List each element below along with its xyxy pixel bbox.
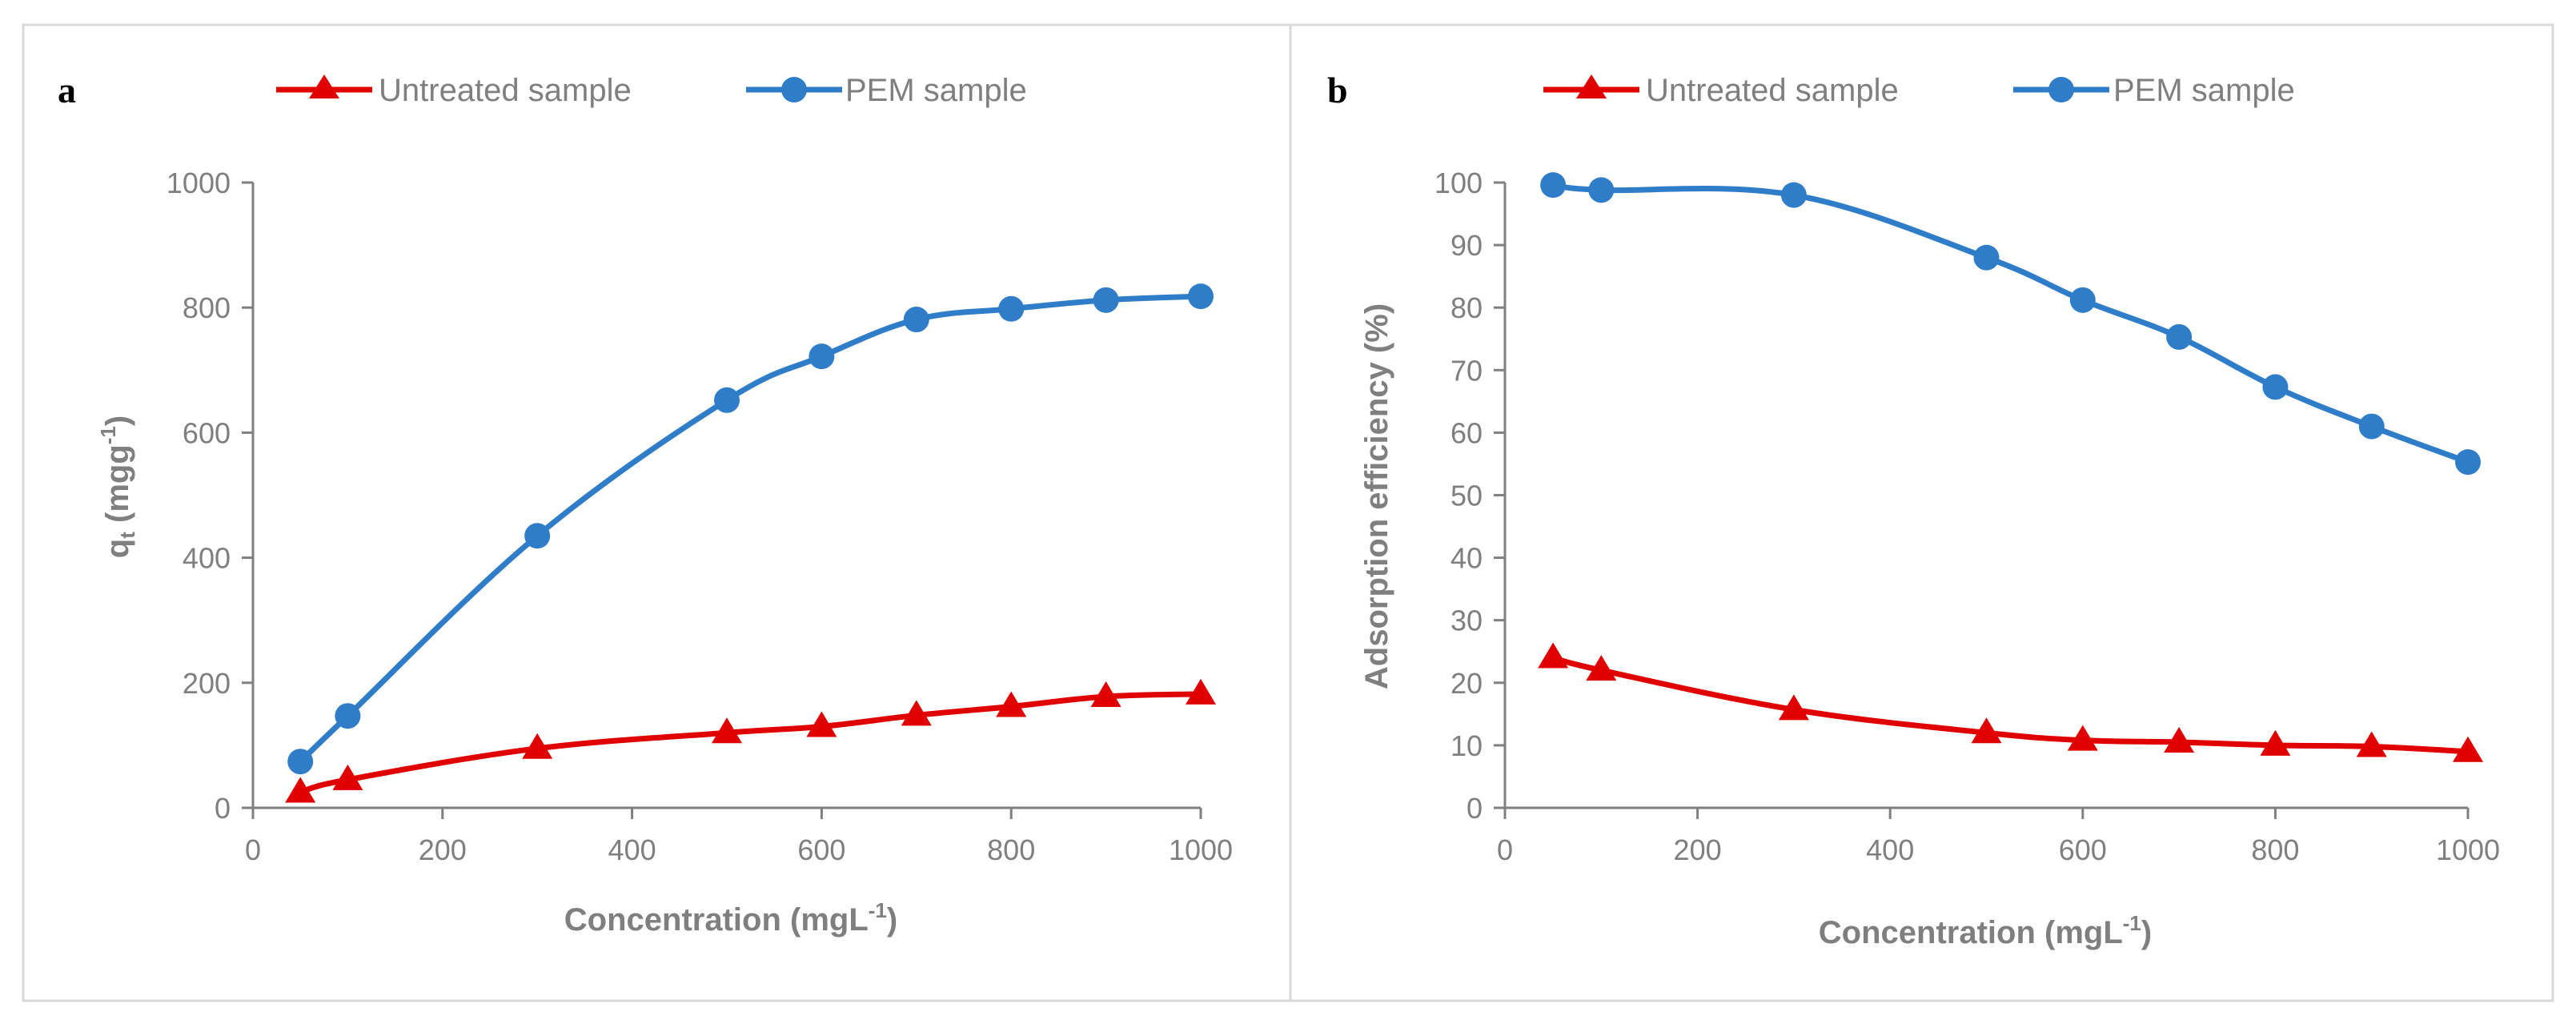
x-tick-label: 1000 <box>2436 833 2500 866</box>
data-point-pem-a <box>1188 283 1214 310</box>
data-point-untreated-a <box>996 691 1027 717</box>
data-point-pem-a <box>714 387 740 413</box>
data-point-pem-b <box>1540 172 1567 199</box>
series-line-untreated-a <box>299 691 1202 795</box>
y-tick-label: 200 <box>183 667 231 700</box>
x-tick-labels-b: 0 200 400 600 800 1000 <box>1497 808 2500 866</box>
legend-untreated-marker-b <box>1576 74 1607 98</box>
data-point-untreated-b <box>2453 736 2483 762</box>
x-tick-label: 800 <box>2251 833 2299 866</box>
data-point-untreated-a <box>522 733 553 759</box>
data-point-pem-a <box>903 307 929 333</box>
legend-pem-marker-a <box>781 77 807 102</box>
y-tick-label: 30 <box>1451 604 1483 637</box>
y-tick-label: 60 <box>1451 416 1483 449</box>
axes-a <box>251 183 1201 809</box>
data-point-pem-b <box>1588 177 1615 203</box>
data-point-untreated-a <box>285 777 316 803</box>
y-tick-label: 1000 <box>167 167 231 199</box>
y-tick-label: 40 <box>1451 542 1483 575</box>
legend-pem-label-b: PEM sample <box>2113 73 2295 108</box>
chart-panel-a: a Untreated sample PEM sample 0 200 400 600… <box>58 70 1233 938</box>
data-point-pem-a <box>998 295 1025 322</box>
series-group-a <box>285 283 1216 803</box>
data-point-untreated-b <box>1778 694 1809 721</box>
y-tick-label: 20 <box>1451 667 1483 700</box>
y-tick-label: 400 <box>183 542 231 575</box>
data-point-untreated-a <box>712 717 742 744</box>
data-point-pem-b <box>1780 182 1807 208</box>
x-tick-label: 200 <box>1674 833 1722 866</box>
panel-a-frame <box>22 23 1292 1002</box>
data-point-untreated-a <box>332 764 363 790</box>
data-point-untreated-a <box>1090 681 1121 707</box>
data-point-pem-b <box>2069 287 2096 313</box>
y-tick-label: 100 <box>1434 167 1483 199</box>
data-point-pem-b <box>2358 413 2385 440</box>
y-axis-title-a: qt (mgg-1) <box>96 416 139 558</box>
data-point-pem-b <box>2262 374 2289 400</box>
data-point-untreated-b <box>2260 729 2291 756</box>
data-point-untreated-a <box>806 711 837 737</box>
x-tick-label: 200 <box>419 833 467 866</box>
x-tick-label: 600 <box>2059 833 2107 866</box>
y-axis-title-b: Adsorption efficiency (%) <box>1359 303 1394 689</box>
y-tick-label: 90 <box>1451 229 1483 262</box>
data-point-untreated-b <box>1971 717 2002 744</box>
y-tick-label: 800 <box>183 291 231 324</box>
x-axis-title-a: Concentration (mgL-1) <box>564 898 897 938</box>
y-tick-labels-a: 0 200 400 600 800 1000 <box>167 167 253 825</box>
y-tick-label: 600 <box>183 416 231 449</box>
series-line-pem-b <box>1552 182 2470 465</box>
x-tick-label: 0 <box>1497 833 1513 866</box>
series-line-pem-a <box>298 293 1202 764</box>
data-point-pem-a <box>524 523 551 549</box>
legend-untreated-label-b: Untreated sample <box>1646 73 1899 108</box>
panel-label-b: b <box>1327 70 1348 110</box>
x-tick-label: 800 <box>987 833 1035 866</box>
data-point-untreated-b <box>1586 655 1617 681</box>
y-tick-labels-b: 0 10 20 30 40 50 60 70 80 90 100 <box>1434 167 1505 825</box>
series-line-untreated-b <box>1552 655 2469 755</box>
data-point-untreated-b <box>2067 725 2098 751</box>
y-tick-label: 70 <box>1451 354 1483 387</box>
legend-b: Untreated sample PEM sample <box>1543 73 2295 108</box>
data-point-pem-a <box>287 749 314 775</box>
data-point-pem-a <box>335 703 361 729</box>
x-tick-label: 400 <box>608 833 656 866</box>
x-axis-title-b: Concentration (mgL-1) <box>1819 911 2152 950</box>
y-tick-label: 0 <box>1467 792 1483 825</box>
series-group-b <box>1538 172 2483 762</box>
legend-pem-marker-b <box>2048 77 2074 102</box>
data-point-pem-b <box>2455 449 2481 476</box>
x-tick-label: 1000 <box>1169 833 1233 866</box>
y-tick-label: 50 <box>1451 480 1483 512</box>
data-point-pem-a <box>1093 287 1119 313</box>
legend-untreated-label-a: Untreated sample <box>379 73 632 108</box>
panel-b-frame <box>1289 23 2554 1002</box>
data-point-untreated-b <box>1538 642 1569 669</box>
x-tick-label: 400 <box>1866 833 1914 866</box>
data-point-pem-b <box>2166 323 2193 350</box>
data-point-untreated-a <box>1186 678 1216 705</box>
x-tick-label: 600 <box>797 833 845 866</box>
y-tick-label: 0 <box>215 792 231 825</box>
x-tick-label: 0 <box>245 833 261 866</box>
x-tick-labels-a: 0 200 400 600 800 1000 <box>245 808 1233 866</box>
y-tick-label: 80 <box>1451 291 1483 324</box>
data-point-untreated-b <box>2164 726 2195 753</box>
data-point-pem-a <box>809 343 835 370</box>
data-point-untreated-b <box>2356 731 2387 757</box>
legend-untreated-marker-a <box>309 74 339 98</box>
chart-panel-b: b Untreated sample PEM sample 0 10 20 30 40 5… <box>1327 70 2500 950</box>
y-tick-label: 10 <box>1451 729 1483 762</box>
panel-label-a: a <box>58 70 76 110</box>
legend-pem-label-a: PEM sample <box>845 73 1027 108</box>
legend-a: Untreated sample PEM sample <box>276 73 1027 108</box>
data-point-untreated-a <box>901 700 932 726</box>
data-point-pem-b <box>1973 244 2000 271</box>
